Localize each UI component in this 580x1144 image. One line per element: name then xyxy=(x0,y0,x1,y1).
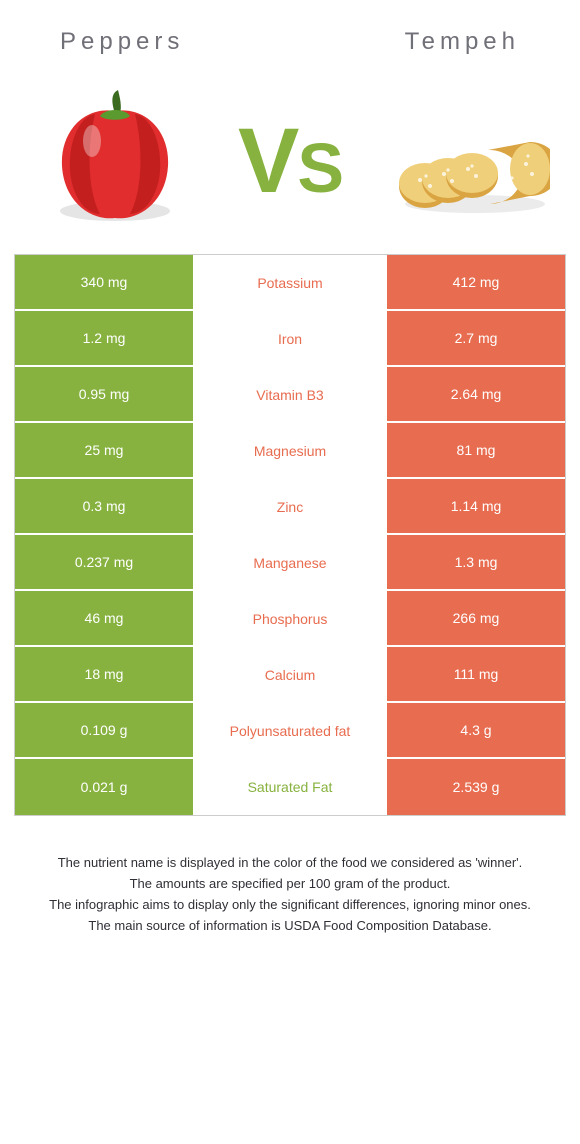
table-row: 0.95 mgVitamin B32.64 mg xyxy=(15,367,565,423)
right-value: 2.7 mg xyxy=(385,311,565,367)
nutrient-label: Magnesium xyxy=(195,423,385,479)
left-value: 46 mg xyxy=(15,591,195,647)
right-value: 111 mg xyxy=(385,647,565,703)
nutrient-label: Iron xyxy=(195,311,385,367)
left-value: 1.2 mg xyxy=(15,311,195,367)
footer-line: The nutrient name is displayed in the co… xyxy=(28,854,552,873)
right-value: 2.539 g xyxy=(385,759,565,815)
left-value: 25 mg xyxy=(15,423,195,479)
nutrient-label: Zinc xyxy=(195,479,385,535)
footer-line: The amounts are specified per 100 gram o… xyxy=(28,875,552,894)
table-row: 1.2 mgIron2.7 mg xyxy=(15,311,565,367)
left-food-title: Peppers xyxy=(60,28,184,56)
table-row: 0.109 gPolyunsaturated fat4.3 g xyxy=(15,703,565,759)
table-row: 340 mgPotassium412 mg xyxy=(15,255,565,311)
nutrient-label: Calcium xyxy=(195,647,385,703)
left-value: 0.95 mg xyxy=(15,367,195,423)
right-value: 1.3 mg xyxy=(385,535,565,591)
table-row: 0.237 mgManganese1.3 mg xyxy=(15,535,565,591)
nutrient-label: Potassium xyxy=(195,255,385,311)
vs-v: V xyxy=(238,115,297,207)
table-row: 0.3 mgZinc1.14 mg xyxy=(15,479,565,535)
right-value: 266 mg xyxy=(385,591,565,647)
left-value: 18 mg xyxy=(15,647,195,703)
tempeh-icon xyxy=(380,86,550,236)
nutrient-label: Phosphorus xyxy=(195,591,385,647)
left-value: 0.3 mg xyxy=(15,479,195,535)
header-row: Peppers Tempeh xyxy=(0,0,580,56)
nutrient-label: Vitamin B3 xyxy=(195,367,385,423)
left-value: 0.237 mg xyxy=(15,535,195,591)
footer-line: The main source of information is USDA F… xyxy=(28,917,552,936)
table-row: 25 mgMagnesium81 mg xyxy=(15,423,565,479)
right-value: 4.3 g xyxy=(385,703,565,759)
footer-notes: The nutrient name is displayed in the co… xyxy=(0,816,580,935)
nutrient-label: Polyunsaturated fat xyxy=(195,703,385,759)
left-value: 0.021 g xyxy=(15,759,195,815)
right-value: 2.64 mg xyxy=(385,367,565,423)
image-row: VS xyxy=(0,56,580,254)
footer-line: The infographic aims to display only the… xyxy=(28,896,552,915)
pepper-icon xyxy=(30,86,200,236)
right-value: 81 mg xyxy=(385,423,565,479)
left-value: 0.109 g xyxy=(15,703,195,759)
vs-s: S xyxy=(297,133,342,203)
nutrient-label: Saturated Fat xyxy=(195,759,385,815)
table-row: 0.021 gSaturated Fat2.539 g xyxy=(15,759,565,815)
right-value: 412 mg xyxy=(385,255,565,311)
nutrient-table: 340 mgPotassium412 mg1.2 mgIron2.7 mg0.9… xyxy=(14,254,566,816)
table-row: 46 mgPhosphorus266 mg xyxy=(15,591,565,647)
left-value: 340 mg xyxy=(15,255,195,311)
nutrient-label: Manganese xyxy=(195,535,385,591)
table-row: 18 mgCalcium111 mg xyxy=(15,647,565,703)
vs-label: VS xyxy=(238,115,342,207)
right-food-title: Tempeh xyxy=(405,28,520,56)
right-value: 1.14 mg xyxy=(385,479,565,535)
